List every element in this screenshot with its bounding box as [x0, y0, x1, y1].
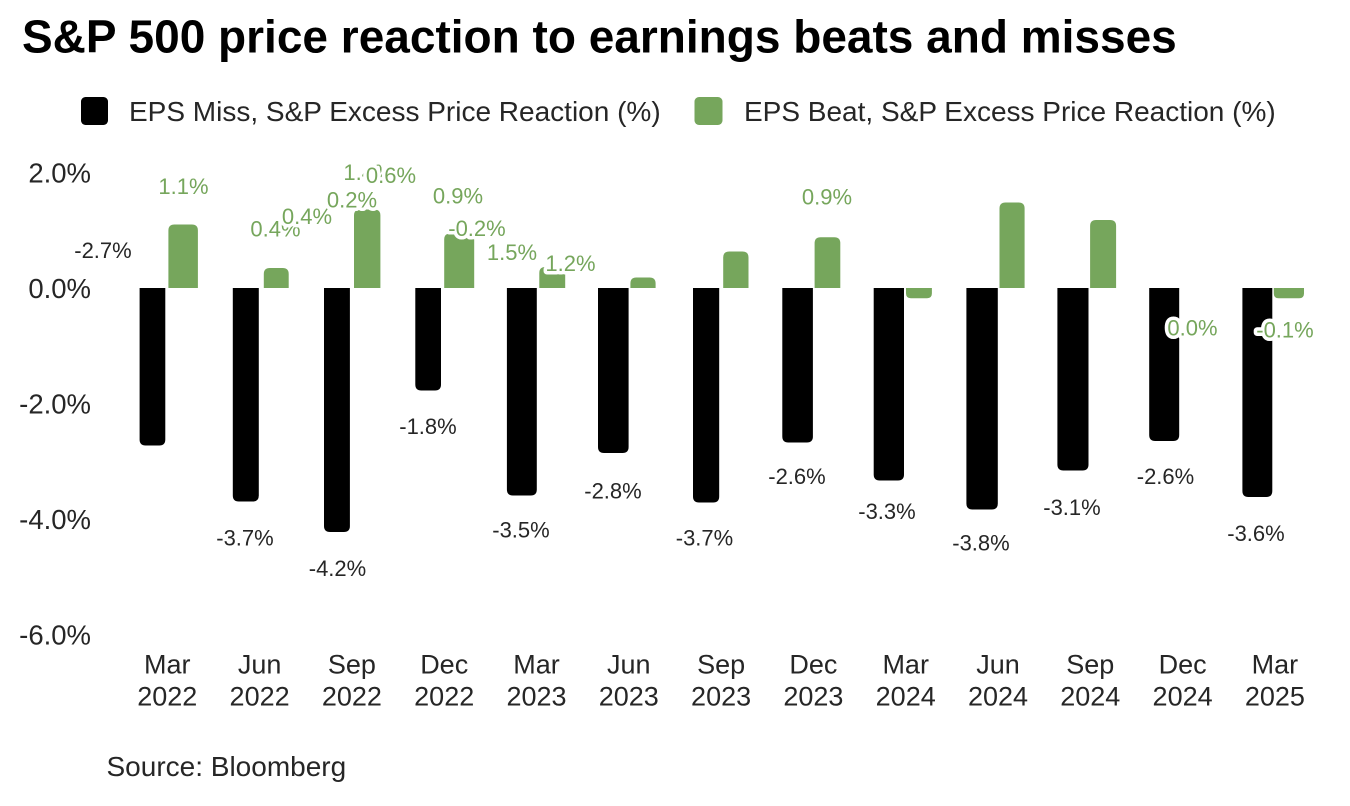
svg-text:2025: 2025: [1245, 682, 1305, 712]
svg-text:0.4%: 0.4%: [282, 204, 332, 229]
svg-text:-4.0%: -4.0%: [19, 504, 91, 535]
svg-text:2024: 2024: [968, 682, 1028, 712]
svg-text:0.6%: 0.6%: [366, 163, 416, 188]
svg-text:-2.7%: -2.7%: [74, 238, 131, 263]
svg-text:-1.8%: -1.8%: [399, 414, 456, 439]
svg-text:Dec: Dec: [1159, 650, 1207, 680]
svg-text:Jun: Jun: [976, 650, 1020, 680]
svg-text:0.9%: 0.9%: [433, 184, 483, 209]
svg-text:1.5%: 1.5%: [487, 240, 537, 265]
svg-text:2022: 2022: [322, 682, 382, 712]
svg-text:-3.7%: -3.7%: [216, 526, 273, 551]
svg-text:Source: Bloomberg: Source: Bloomberg: [107, 751, 347, 782]
svg-text:2023: 2023: [506, 682, 566, 712]
svg-text:2024: 2024: [876, 682, 936, 712]
svg-text:-2.6%: -2.6%: [768, 464, 825, 489]
svg-text:2022: 2022: [414, 682, 474, 712]
svg-text:1.1%: 1.1%: [158, 174, 208, 199]
svg-text:1.4%: 1.4%: [343, 160, 393, 185]
svg-text:Mar: Mar: [513, 650, 560, 680]
svg-text:0.4%: 0.4%: [250, 217, 300, 242]
svg-text:Jun: Jun: [238, 650, 282, 680]
svg-text:-4.2%: -4.2%: [309, 556, 366, 581]
svg-text:2022: 2022: [137, 682, 197, 712]
svg-text:Mar: Mar: [882, 650, 929, 680]
svg-text:2023: 2023: [783, 682, 843, 712]
svg-text:0.0%: 0.0%: [28, 273, 91, 304]
svg-text:Mar: Mar: [1252, 650, 1299, 680]
svg-text:-6.0%: -6.0%: [19, 620, 91, 651]
svg-text:-3.1%: -3.1%: [1043, 495, 1100, 520]
svg-text:-2.0%: -2.0%: [19, 389, 91, 420]
svg-text:2.0%: 2.0%: [28, 158, 91, 189]
svg-text:0.2%: 0.2%: [327, 188, 377, 213]
svg-text:-3.5%: -3.5%: [492, 518, 549, 543]
svg-text:-2.6%: -2.6%: [1137, 464, 1194, 489]
svg-text:2023: 2023: [691, 682, 751, 712]
svg-text:2024: 2024: [1153, 682, 1213, 712]
svg-text:S&P 500 price reaction to earn: S&P 500 price reaction to earnings beats…: [22, 11, 1177, 63]
svg-text:-0.1%: -0.1%: [1256, 318, 1313, 343]
svg-text:-3.8%: -3.8%: [952, 531, 1009, 556]
svg-text:0.0%: 0.0%: [1167, 316, 1217, 341]
svg-text:2024: 2024: [1060, 682, 1120, 712]
svg-text:EPS Beat, S&P Excess Price Rea: EPS Beat, S&P Excess Price Reaction (%): [744, 96, 1276, 127]
svg-text:-3.6%: -3.6%: [1227, 521, 1284, 546]
svg-text:0.9%: 0.9%: [802, 185, 852, 210]
svg-text:-2.8%: -2.8%: [584, 478, 641, 503]
svg-text:Sep: Sep: [1066, 650, 1114, 680]
svg-text:Sep: Sep: [697, 650, 745, 680]
svg-text:Dec: Dec: [420, 650, 468, 680]
svg-text:-3.7%: -3.7%: [676, 526, 733, 551]
svg-text:Dec: Dec: [789, 650, 837, 680]
svg-text:-3.3%: -3.3%: [858, 499, 915, 524]
svg-text:1.2%: 1.2%: [545, 251, 595, 276]
svg-text:EPS Miss, S&P Excess Price Rea: EPS Miss, S&P Excess Price Reaction (%): [129, 96, 661, 127]
svg-text:Mar: Mar: [144, 650, 191, 680]
svg-text:2022: 2022: [230, 682, 290, 712]
svg-text:-0.2%: -0.2%: [448, 216, 505, 241]
svg-text:Jun: Jun: [607, 650, 651, 680]
svg-text:Sep: Sep: [328, 650, 376, 680]
svg-text:2023: 2023: [599, 682, 659, 712]
